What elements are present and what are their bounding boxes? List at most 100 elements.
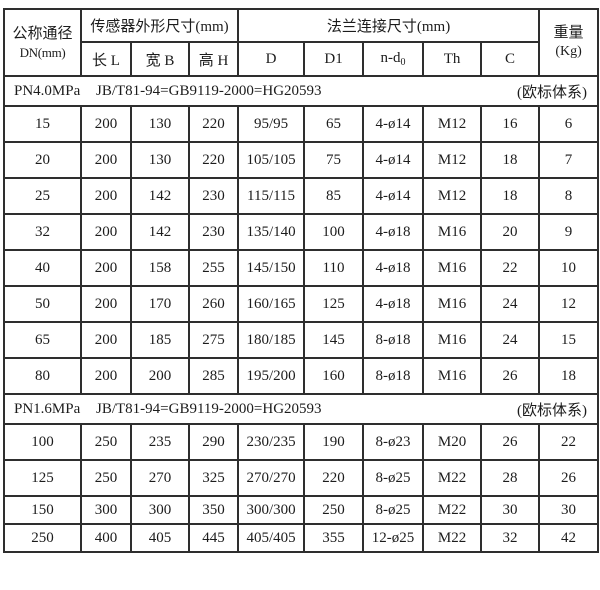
cell-width-b: 142 xyxy=(130,177,190,215)
standard-code: JB/T81-94=GB9119-2000=HG20593 xyxy=(96,82,322,99)
cell-height-h: 220 xyxy=(187,141,240,179)
cell-d1: 250 xyxy=(303,495,365,525)
cell-width-b: 130 xyxy=(130,141,190,179)
cell-c: 16 xyxy=(480,105,541,143)
table-header: 公称通径 DN(mm) 传感器外形尺寸(mm) 法兰连接尺寸(mm) 重量 (K… xyxy=(3,8,600,77)
table-row: 250 400 405 445 405/405 355 12-ø25 M22 32 42 xyxy=(3,523,600,553)
cell-th: M22 xyxy=(422,523,483,553)
cell-width-b: 185 xyxy=(130,321,190,359)
header-n-d0: n-d0 xyxy=(362,41,425,77)
cell-weight: 6 xyxy=(538,105,600,143)
cell-weight: 8 xyxy=(538,177,600,215)
cell-height-h: 275 xyxy=(187,321,240,359)
cell-dn: 15 xyxy=(3,105,82,143)
table-row: 32 200 142 230 135/140 100 4-ø18 M16 20 9 xyxy=(3,213,600,251)
spec-table: 公称通径 DN(mm) 传感器外形尺寸(mm) 法兰连接尺寸(mm) 重量 (K… xyxy=(2,8,600,553)
cell-length-l: 200 xyxy=(80,213,132,251)
header-height-h: 高 H xyxy=(187,41,240,77)
pressure-rating: PN4.0MPa xyxy=(14,82,81,99)
cell-width-b: 235 xyxy=(130,423,190,461)
cell-dn: 125 xyxy=(3,459,82,497)
cell-width-b: 270 xyxy=(130,459,190,497)
cell-d1: 65 xyxy=(303,105,365,143)
cell-n-d0: 4-ø14 xyxy=(362,141,425,179)
cell-height-h: 445 xyxy=(187,523,240,553)
cell-c: 18 xyxy=(480,141,541,179)
cell-th: M22 xyxy=(422,495,483,525)
header-length-l: 长 L xyxy=(80,41,132,77)
cell-c: 18 xyxy=(480,177,541,215)
cell-length-l: 250 xyxy=(80,459,132,497)
table-row: 50 200 170 260 160/165 125 4-ø18 M16 24 12 xyxy=(3,285,600,323)
cell-weight: 10 xyxy=(538,249,600,287)
cell-dn: 50 xyxy=(3,285,82,323)
cell-weight: 15 xyxy=(538,321,600,359)
cell-weight: 26 xyxy=(538,459,600,497)
cell-height-h: 230 xyxy=(187,213,240,251)
cell-th: M12 xyxy=(422,177,483,215)
cell-c: 26 xyxy=(480,423,541,461)
cell-n-d0: 4-ø18 xyxy=(362,285,425,323)
cell-d1: 145 xyxy=(303,321,365,359)
cell-d1: 220 xyxy=(303,459,365,497)
cell-c: 24 xyxy=(480,321,541,359)
cell-d1: 125 xyxy=(303,285,365,323)
header-weight-line2: (Kg) xyxy=(555,44,582,60)
cell-th: M16 xyxy=(422,321,483,359)
header-d: D xyxy=(237,41,306,77)
cell-weight: 18 xyxy=(538,357,600,395)
cell-c: 28 xyxy=(480,459,541,497)
cell-n-d0: 4-ø18 xyxy=(362,249,425,287)
table-body: PN4.0MPa JB/T81-94=GB9119-2000=HG20593 (欧标… xyxy=(2,75,600,553)
cell-d: 195/200 xyxy=(237,357,306,395)
cell-width-b: 158 xyxy=(130,249,190,287)
cell-c: 26 xyxy=(480,357,541,395)
cell-c: 24 xyxy=(480,285,541,323)
cell-d: 145/150 xyxy=(237,249,306,287)
cell-c: 30 xyxy=(480,495,541,525)
cell-height-h: 260 xyxy=(187,285,240,323)
cell-d1: 110 xyxy=(303,249,365,287)
spec-table-container: 公称通径 DN(mm) 传感器外形尺寸(mm) 法兰连接尺寸(mm) 重量 (K… xyxy=(2,8,600,553)
header-group-flange: 法兰连接尺寸(mm) xyxy=(237,8,541,43)
cell-dn: 100 xyxy=(3,423,82,461)
cell-dn: 25 xyxy=(3,177,82,215)
table-row: 125 250 270 325 270/270 220 8-ø25 M22 28 26 xyxy=(3,459,600,497)
standard-note: (欧标体系) xyxy=(517,84,588,101)
table-row: 65 200 185 275 180/185 145 8-ø18 M16 24 15 xyxy=(3,321,600,359)
cell-d: 105/105 xyxy=(237,141,306,179)
cell-length-l: 250 xyxy=(80,423,132,461)
header-n-d0-base: n-d xyxy=(380,50,401,66)
cell-dn: 250 xyxy=(3,523,82,553)
cell-d1: 160 xyxy=(303,357,365,395)
header-width-b: 宽 B xyxy=(130,41,190,77)
section-header-content: PN4.0MPa JB/T81-94=GB9119-2000=HG20593 (欧标… xyxy=(6,81,596,102)
cell-height-h: 220 xyxy=(187,105,240,143)
table-row: 150 300 300 350 300/300 250 8-ø25 M22 30 30 xyxy=(3,495,600,525)
cell-length-l: 200 xyxy=(80,105,132,143)
header-weight: 重量 (Kg) xyxy=(538,8,600,77)
cell-th: M16 xyxy=(422,249,483,287)
cell-d1: 190 xyxy=(303,423,365,461)
section-header-row: PN4.0MPa JB/T81-94=GB9119-2000=HG20593 (欧标… xyxy=(2,75,600,107)
table-row: 15 200 130 220 95/95 65 4-ø14 M12 16 6 xyxy=(3,105,600,143)
table-row: 25 200 142 230 115/115 85 4-ø14 M12 18 8 xyxy=(3,177,600,215)
cell-th: M16 xyxy=(422,285,483,323)
cell-weight: 42 xyxy=(538,523,600,553)
cell-n-d0: 4-ø14 xyxy=(362,177,425,215)
standard-code: JB/T81-94=GB9119-2000=HG20593 xyxy=(96,400,322,417)
cell-th: M12 xyxy=(422,141,483,179)
header-dn-line1: 公称通径 xyxy=(12,25,73,42)
header-dn-line2: DN(mm) xyxy=(19,44,66,60)
cell-dn: 65 xyxy=(3,321,82,359)
header-d1: D1 xyxy=(303,41,365,77)
cell-dn: 40 xyxy=(3,249,82,287)
cell-height-h: 350 xyxy=(187,495,240,525)
section-header-content: PN1.6MPa JB/T81-94=GB9119-2000=HG20593 (欧标… xyxy=(6,399,596,420)
cell-n-d0: 4-ø14 xyxy=(362,105,425,143)
cell-height-h: 230 xyxy=(187,177,240,215)
header-n-d0-sub: 0 xyxy=(400,57,406,68)
header-th: Th xyxy=(422,41,483,77)
cell-length-l: 400 xyxy=(80,523,132,553)
header-group-sensor: 传感器外形尺寸(mm) xyxy=(79,8,240,43)
